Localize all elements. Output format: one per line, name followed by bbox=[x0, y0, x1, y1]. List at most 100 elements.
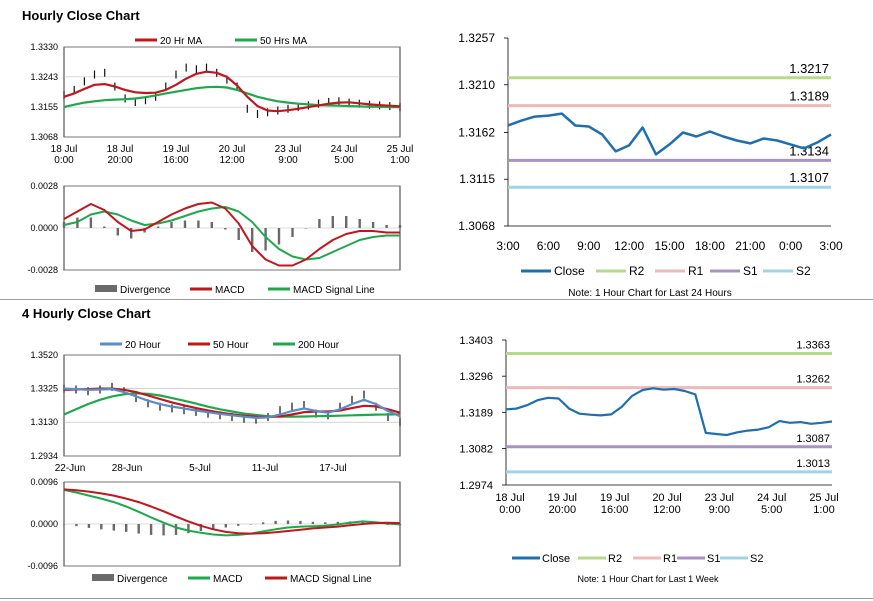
hourly-macd-y-tick: -0.0028 bbox=[27, 265, 58, 275]
hourly-levels-x-tick: 18:00 bbox=[695, 239, 725, 253]
four-hourly-price-legend-50-hour-label: 50 Hour bbox=[213, 340, 249, 351]
four-hourly-levels-x-tick: 19 Jul 16:00 bbox=[600, 492, 629, 516]
hourly-macd-legend-macd-label: MACD bbox=[215, 285, 244, 296]
four-hourly-macd-divergence-bar bbox=[87, 524, 91, 528]
four-hourly-macd-divergence-bar bbox=[62, 524, 66, 525]
four-hourly-price-x-tick: 22-Jun bbox=[55, 463, 86, 474]
four-hourly-macd-legend-divergence-label: Divergence bbox=[117, 574, 168, 585]
hourly-macd-divergence-bar bbox=[251, 228, 254, 252]
hourly-macd-legend-divergence-swatch bbox=[95, 285, 117, 292]
four-hourly-macd-divergence-bar bbox=[75, 524, 78, 527]
four-hourly-macd-y-tick: 0.0096 bbox=[30, 477, 58, 487]
hourly-price-x-tick: 19 Jul 16:00 bbox=[163, 144, 190, 166]
hourly-price-ma50-line bbox=[63, 85, 400, 109]
hourly-price-y-tick: 1.3243 bbox=[30, 72, 58, 82]
four-hourly-levels-y-tick: 1.3296 bbox=[459, 371, 493, 383]
hourly-macd-divergence-bar bbox=[183, 220, 187, 228]
four-hourly-levels-close-line bbox=[505, 387, 833, 437]
four-hourly-macd-divergence-bar bbox=[199, 524, 203, 531]
hourly-macd-y-tick: 0.0000 bbox=[30, 223, 58, 233]
hourly-levels-s2-label: 1.3107 bbox=[789, 170, 829, 185]
hourly-price-ma20-line bbox=[63, 70, 401, 113]
four-hourly-levels-y-tick: 1.2974 bbox=[459, 480, 493, 492]
hourly-macd-divergence-bar bbox=[103, 226, 106, 228]
four-hourly-levels-x-tick: 25 Jul 1:00 bbox=[809, 492, 838, 516]
four-hourly-levels-r2-label: 1.3363 bbox=[796, 340, 830, 352]
hourly-levels-x-tick: 12:00 bbox=[614, 239, 644, 253]
hourly-macd-legend-divergence-label: Divergence bbox=[120, 285, 171, 296]
hourly-price-x-tick: 20 Jul 12:00 bbox=[219, 144, 246, 166]
hourly-macd-divergence-bar bbox=[197, 220, 200, 228]
four-hourly-levels-y-tick: 1.3403 bbox=[459, 335, 493, 347]
hourly-section-title: Hourly Close Chart bbox=[22, 8, 140, 23]
four-hourly-price-ma50-line bbox=[63, 387, 401, 419]
four-hourly-levels-s2-label: 1.3013 bbox=[796, 458, 830, 470]
four-hourly-price-legend-200-hour-label: 200 Hour bbox=[298, 340, 340, 351]
hourly-levels-note: Note: 1 Hour Chart for Last 24 Hours bbox=[568, 288, 731, 299]
four-hourly-levels-x-tick: 23 Jul 9:00 bbox=[705, 492, 734, 516]
hourly-price-x-tick: 18 Jul 0:00 bbox=[51, 144, 78, 166]
four-hourly-levels-x-tick: 24 Jul 5:00 bbox=[757, 492, 786, 516]
hourly-macd-divergence-bar bbox=[170, 222, 173, 228]
hourly-price-x-tick: 25 Jul 1:00 bbox=[387, 144, 414, 166]
four-hourly-levels-legend-r1-label: R1 bbox=[663, 553, 677, 565]
four-hourly-macd-divergence-bar bbox=[398, 524, 402, 526]
hourly-macd-divergence-bar bbox=[89, 217, 93, 228]
hourly-macd-divergence-bar bbox=[116, 228, 119, 236]
hourly-price-frame bbox=[63, 46, 401, 138]
hourly-macd-divergence-bar bbox=[210, 222, 213, 228]
four-hourly-macd-divergence-bar bbox=[112, 524, 115, 531]
hourly-macd-signal-line bbox=[63, 206, 400, 261]
four-hourly-macd-divergence-bar bbox=[187, 524, 190, 534]
hourly-levels-legend-s2-label: S2 bbox=[796, 264, 811, 278]
hourly-macd-divergence-bar bbox=[385, 225, 388, 228]
four-hourly-price-y-tick: 1.3520 bbox=[30, 350, 58, 360]
four-hourly-price-y-tick: 1.2934 bbox=[30, 451, 58, 461]
hourly-price-y-tick: 1.3330 bbox=[30, 42, 58, 52]
hourly-levels-x-tick: 15:00 bbox=[654, 239, 684, 253]
hourly-macd-divergence-bar bbox=[264, 228, 267, 251]
hourly-levels-x-tick: 3:00 bbox=[496, 239, 520, 253]
bottom-divider bbox=[0, 598, 873, 599]
four-hourly-macd-legend-macd-label: MACD bbox=[213, 574, 242, 585]
hourly-levels-x-tick: 21:00 bbox=[735, 239, 765, 253]
four-hourly-levels-legend-s1-label: S1 bbox=[707, 553, 720, 565]
four-hourly-macd-divergence-bar bbox=[324, 522, 327, 525]
four-hourly-macd-divergence-bar bbox=[162, 524, 165, 536]
hourly-levels-close-line bbox=[507, 112, 832, 156]
four-hourly-price-y-tick: 1.3130 bbox=[30, 417, 58, 427]
four-hourly-levels-legend-close-label: Close bbox=[542, 553, 570, 565]
hourly-levels-y-tick: 1.3257 bbox=[458, 31, 495, 45]
hourly-levels-legend-r2-label: R2 bbox=[629, 264, 645, 278]
hourly-price-y-tick: 1.3068 bbox=[30, 132, 58, 142]
four-hourly-macd-divergence-bar bbox=[361, 521, 364, 524]
four-hourly-macd-divergence-bar bbox=[100, 524, 103, 530]
hourly-macd-divergence-bar bbox=[331, 216, 334, 228]
hourly-levels-x-tick: 0:00 bbox=[779, 239, 803, 253]
four-hourly-macd-y-tick: 0.0000 bbox=[30, 519, 58, 529]
hourly-macd-divergence-bar bbox=[156, 226, 160, 228]
four-hourly-macd-y-tick: -0.0096 bbox=[27, 561, 58, 571]
hourly-macd-divergence-bar bbox=[62, 222, 66, 228]
hourly-levels-y-tick: 1.3068 bbox=[458, 219, 495, 233]
hourly-macd-divergence-bar bbox=[371, 222, 375, 228]
four-hourly-price-x-tick: 11-Jul bbox=[252, 463, 279, 474]
four-hourly-macd-divergence-bar bbox=[149, 524, 153, 535]
four-hourly-macd-divergence-bar bbox=[249, 524, 252, 525]
four-hourly-macd-divergence-bar bbox=[336, 521, 339, 524]
four-hourly-macd-divergence-bar bbox=[311, 521, 315, 524]
hourly-levels-y-tick: 1.3210 bbox=[458, 78, 495, 92]
four-hourly-price-x-tick: 28-Jun bbox=[112, 463, 143, 474]
four-hourly-macd-signal-line bbox=[63, 488, 401, 535]
four-hourly-macd-divergence-bar bbox=[224, 524, 227, 528]
hourly-levels-legend-close-label: Close bbox=[554, 264, 585, 278]
four-hourly-macd-legend-signal-label: MACD Signal Line bbox=[290, 574, 372, 585]
four-hourly-section-title: 4 Hourly Close Chart bbox=[22, 306, 151, 321]
four-hourly-macd-divergence-bar bbox=[286, 520, 290, 524]
hourly-price-legend-20hr-ma-label: 20 Hr MA bbox=[160, 36, 203, 47]
four-hourly-levels-x-tick: 19 Jul 20:00 bbox=[548, 492, 577, 516]
four-hourly-macd-divergence-bar bbox=[212, 524, 215, 530]
section-divider bbox=[0, 299, 873, 300]
hourly-levels-legend-s1-label: S1 bbox=[743, 264, 758, 278]
